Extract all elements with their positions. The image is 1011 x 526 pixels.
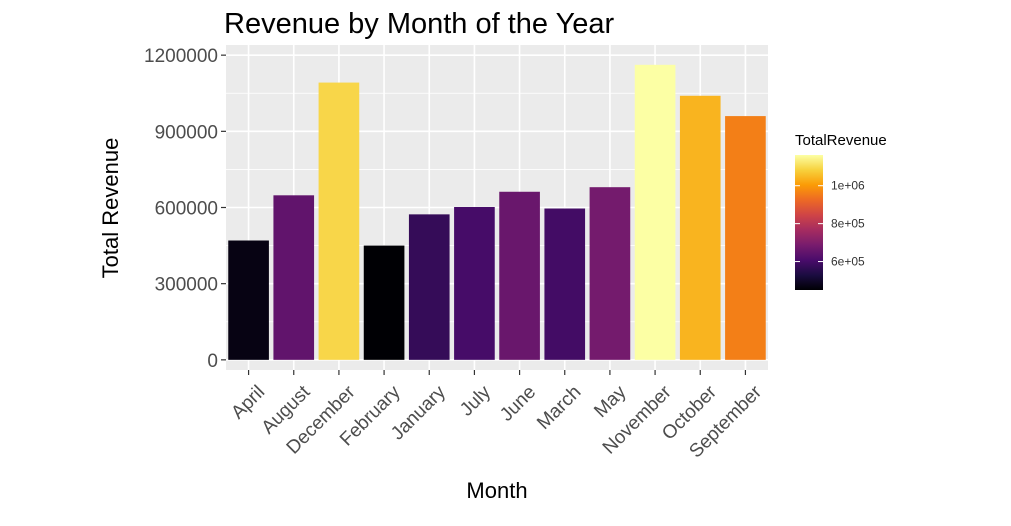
x-axis-title: Month bbox=[466, 478, 527, 503]
legend-label: 6e+05 bbox=[831, 255, 865, 269]
x-tick-label-march: March bbox=[533, 382, 585, 434]
legend: TotalRevenue 6e+05 8e+05 1e+06 bbox=[795, 132, 887, 290]
y-tick-label: 900000 bbox=[155, 122, 218, 143]
bar-february bbox=[363, 245, 405, 360]
bar-december bbox=[318, 82, 360, 360]
bar-august bbox=[273, 195, 315, 360]
y-tick-label: 1200000 bbox=[144, 46, 218, 67]
bar-april bbox=[228, 240, 269, 360]
legend-label: 8e+05 bbox=[831, 217, 865, 231]
bar-october bbox=[679, 95, 721, 360]
x-tick-label-may: May bbox=[590, 381, 631, 422]
legend-colorbar bbox=[795, 155, 823, 290]
y-tick-label: 0 bbox=[207, 351, 218, 372]
legend-title: TotalRevenue bbox=[795, 132, 887, 149]
bar-june bbox=[499, 191, 540, 360]
minor-gridlines bbox=[226, 92, 768, 323]
bar-january bbox=[408, 214, 450, 360]
y-tick-label: 600000 bbox=[155, 199, 218, 220]
bar-march bbox=[544, 208, 586, 360]
bar-may bbox=[589, 187, 631, 360]
x-tick-label-july: July bbox=[456, 381, 495, 420]
y-tick-label: 300000 bbox=[155, 275, 218, 296]
legend-ticks: 6e+05 8e+05 1e+06 bbox=[795, 179, 865, 269]
bar-september bbox=[725, 116, 766, 360]
y-axis-title: Total Revenue bbox=[98, 138, 123, 279]
bar-july bbox=[454, 206, 495, 360]
bar-november bbox=[634, 64, 676, 360]
chart-title: Revenue by Month of the Year bbox=[224, 8, 615, 40]
bars bbox=[228, 64, 766, 360]
y-axis: 0 300000 600000 900000 1200000 bbox=[144, 46, 226, 372]
legend-label: 1e+06 bbox=[831, 179, 865, 193]
